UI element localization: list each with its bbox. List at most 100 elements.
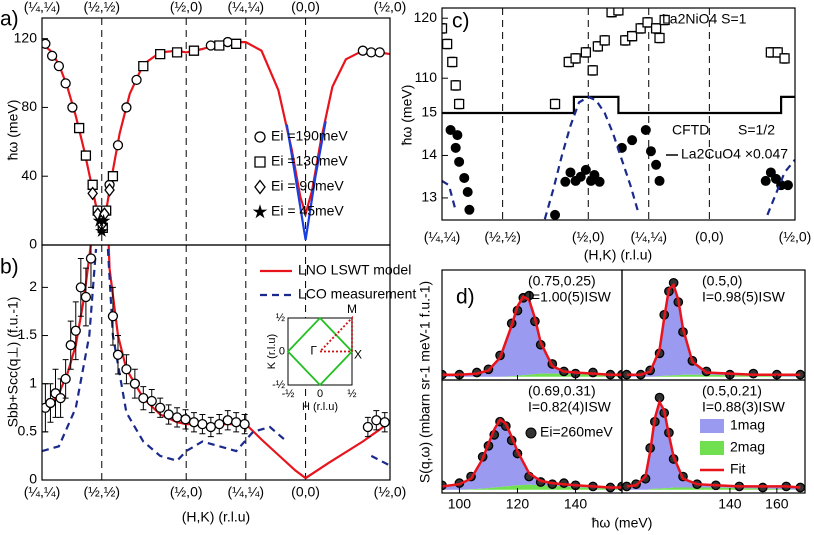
inset-tick-label: -½ (272, 379, 285, 391)
path-triangle (317, 315, 353, 353)
x-tick-label: (½,½) (484, 229, 521, 245)
x-tick-label: 160 (765, 496, 789, 512)
x-tick-label: (½,0) (170, 484, 203, 500)
x-tick-label: (½,½) (83, 0, 120, 15)
marker (73, 122, 85, 134)
one-mag-area (442, 419, 622, 490)
line (42, 248, 390, 467)
plot-area (622, 392, 805, 493)
annotation: I=1.00(5)ISW (528, 289, 612, 305)
marker (587, 65, 598, 76)
plot-area (42, 245, 390, 480)
y-tick-label: 14 (421, 146, 437, 162)
fit-line (442, 295, 622, 376)
line (285, 120, 327, 240)
legend-label: LNO LSWT model (298, 262, 411, 278)
marker (231, 417, 242, 428)
one-mag-area (626, 401, 801, 490)
x-tick-label: (½,0) (779, 229, 812, 245)
marker (138, 61, 149, 72)
marker (594, 176, 605, 187)
marker (197, 419, 208, 430)
x-tick-label: (½,0) (572, 229, 605, 245)
inset-tick-label: 0 (317, 388, 323, 400)
y-tick-label: 0 (29, 471, 37, 487)
legend-marker (254, 156, 266, 168)
marker (760, 175, 771, 186)
marker (462, 186, 473, 197)
marker (613, 8, 624, 16)
x-tick-label: (¼,¼) (228, 0, 265, 15)
x-tick-label: (¼,¼) (24, 484, 61, 500)
legend-label: Ei = 90meV (271, 178, 344, 194)
marker (442, 23, 448, 34)
marker (112, 349, 124, 360)
marker (138, 392, 149, 404)
annotation: (0.5,0) (702, 273, 742, 289)
marker (104, 183, 115, 197)
x-tick-label: (½,0) (374, 0, 407, 15)
marker (779, 53, 790, 64)
inset-point-label: M (347, 302, 357, 316)
x-axis-label: (H,K) (r.l.u) (182, 509, 250, 525)
marker (374, 47, 385, 58)
legend-label: Ei =190meV (271, 128, 348, 144)
marker (239, 419, 250, 430)
marker (645, 146, 656, 157)
marker (770, 173, 781, 184)
x-tick-label: (¼,¼) (424, 229, 461, 245)
plot-area (42, 36, 390, 240)
marker (626, 31, 638, 42)
marker (565, 167, 576, 178)
legend-label: LCO measurement (298, 286, 416, 302)
panel-label: a) (0, 8, 19, 31)
marker (366, 47, 377, 58)
marker (171, 412, 183, 423)
marker (107, 311, 119, 322)
marker (205, 421, 217, 433)
marker (163, 409, 174, 420)
marker (95, 224, 109, 237)
frame (441, 7, 796, 221)
marker (580, 164, 591, 175)
legend-marker (252, 204, 268, 219)
marker (659, 14, 670, 26)
marker (205, 40, 217, 51)
marker (46, 50, 58, 61)
frame (41, 244, 391, 481)
legend-label: Ei =130meV (271, 153, 348, 169)
x-tick-label: (0,0) (291, 0, 320, 15)
x-tick-label: (½,½) (83, 484, 120, 500)
x-tick-label: (0,0) (291, 484, 320, 500)
marker (549, 98, 561, 110)
marker (654, 32, 665, 44)
x-tick-label: 140 (718, 496, 742, 512)
marker (45, 397, 56, 409)
marker (53, 61, 65, 72)
legend-label: Fit (730, 461, 746, 477)
marker (447, 56, 458, 68)
annotation: La2NiO4 S=1 (662, 11, 747, 27)
marker (146, 395, 157, 407)
marker (627, 135, 638, 146)
marker (80, 291, 92, 303)
marker (107, 171, 119, 182)
marker (60, 373, 71, 385)
marker (445, 124, 456, 135)
legend-label: La2CuO4 ×0.047 (681, 146, 788, 162)
marker (459, 172, 470, 183)
inset-tick-label: 0 (279, 345, 285, 357)
y-tick-label: 0.5 (18, 423, 38, 439)
marker (180, 414, 191, 425)
marker (357, 45, 368, 56)
panel-label: d) (456, 286, 475, 309)
marker (80, 150, 92, 161)
marker (42, 38, 51, 49)
marker (575, 171, 586, 182)
y-tick-label: 1.5 (18, 326, 38, 342)
plot-area (442, 8, 795, 220)
y-tick-label: 2 (29, 278, 37, 294)
plot-area (442, 290, 622, 380)
x-tick-label: 100 (448, 496, 472, 512)
marker (580, 47, 592, 58)
